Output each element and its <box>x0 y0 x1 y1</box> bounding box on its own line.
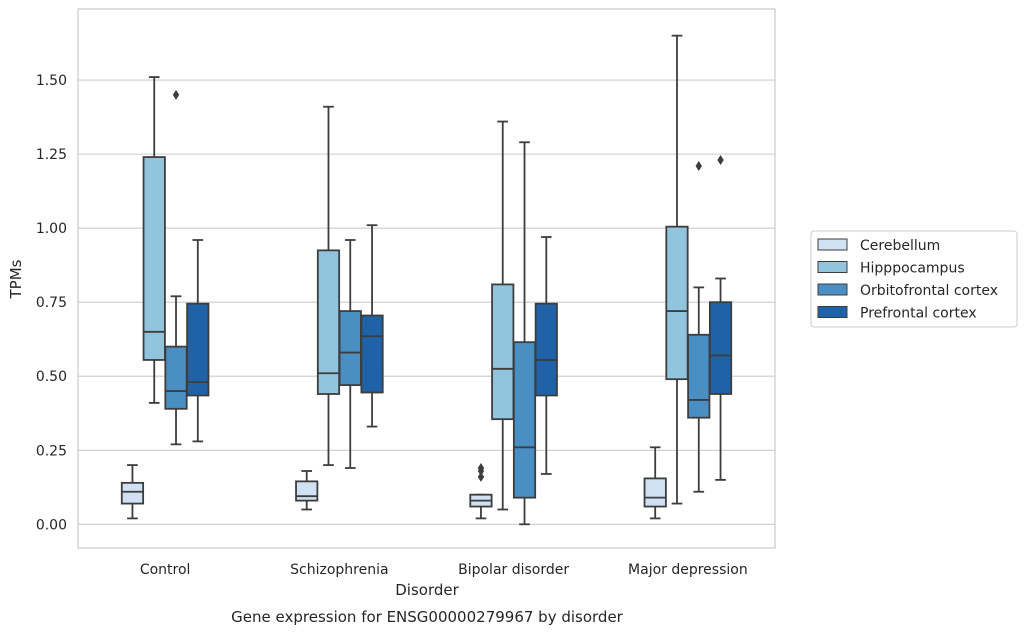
legend-label: Hipppocampus <box>860 261 965 277</box>
iqr-box <box>164 345 188 410</box>
iqr-box <box>512 341 537 499</box>
legend: Cerebellum Hipppocampus Orbitofrontal cort… <box>810 230 1018 328</box>
legend-label: Orbitofrontal cortex <box>860 283 998 299</box>
box-cerebellum <box>120 464 145 520</box>
box-cerebellum <box>643 446 667 520</box>
box-hipppocampus <box>491 120 515 511</box>
box-cerebellum <box>469 463 493 520</box>
legend-swatch <box>817 261 848 273</box>
outlier-point <box>172 89 180 100</box>
y-tick-label: 1.25 <box>36 147 67 163</box>
y-axis-label: TPMs <box>7 259 25 299</box>
box-orbitofrontal-cortex <box>687 160 711 493</box>
box-hipppocampus <box>665 34 689 505</box>
box-prefrontal-cortex <box>186 239 210 443</box>
outlier-point <box>477 471 485 482</box>
legend-label: Cerebellum <box>860 238 940 254</box>
iqr-box <box>120 481 145 505</box>
legend-label: Prefrontal cortex <box>860 306 977 322</box>
outlier-point <box>477 463 485 474</box>
iqr-box <box>295 480 319 502</box>
box-orbitofrontal-cortex <box>164 89 188 446</box>
iqr-box <box>534 302 558 397</box>
y-tick-label: 1.50 <box>36 73 67 89</box>
iqr-box <box>687 333 711 419</box>
box-series <box>120 34 733 526</box>
x-tick-labels: Control Schizophrenia Bipolar disorder Majo… <box>140 562 748 578</box>
box-cerebellum <box>295 470 319 511</box>
x-axis-label: Disorder <box>395 581 459 599</box>
x-tick-label: Control <box>140 562 191 578</box>
y-tick-label: 0.00 <box>36 517 67 533</box>
iqr-box <box>643 477 667 508</box>
outlier-point <box>695 160 702 171</box>
legend-swatch <box>817 306 848 318</box>
box-hipppocampus <box>142 76 166 404</box>
x-tick-label: Major depression <box>628 562 748 578</box>
iqr-box <box>338 310 362 387</box>
figure-caption: Gene expression for ENSG00000279967 by d… <box>231 608 624 626</box>
iqr-box <box>491 283 515 421</box>
x-tick-label: Bipolar disorder <box>458 562 569 578</box>
legend-swatch <box>817 238 848 251</box>
box-hipppocampus <box>316 105 341 466</box>
legend-frame <box>810 230 1018 328</box>
y-tick-label: 1.00 <box>36 221 67 237</box>
iqr-box <box>186 302 210 397</box>
legend-swatch <box>817 283 848 296</box>
iqr-box <box>360 314 384 394</box>
box-prefrontal-cortex <box>708 155 733 481</box>
y-tick-label: 0.50 <box>36 369 67 385</box>
outlier-point <box>717 155 724 166</box>
x-tick-label: Schizophrenia <box>290 562 388 578</box>
box-orbitofrontal-cortex <box>338 239 362 469</box>
plot-frame <box>77 8 776 549</box>
iqr-box <box>708 301 733 395</box>
y-tick-label: 0.25 <box>36 443 67 459</box>
y-tick-labels: 0.00 0.25 0.50 0.75 1.00 1.25 1.50 <box>36 73 67 533</box>
y-tick-label: 0.75 <box>36 295 67 311</box>
iqr-box <box>665 225 689 381</box>
box-prefrontal-cortex <box>534 236 558 475</box>
iqr-box <box>142 156 166 361</box>
box-prefrontal-cortex <box>360 224 384 428</box>
box-orbitofrontal-cortex <box>512 141 537 526</box>
